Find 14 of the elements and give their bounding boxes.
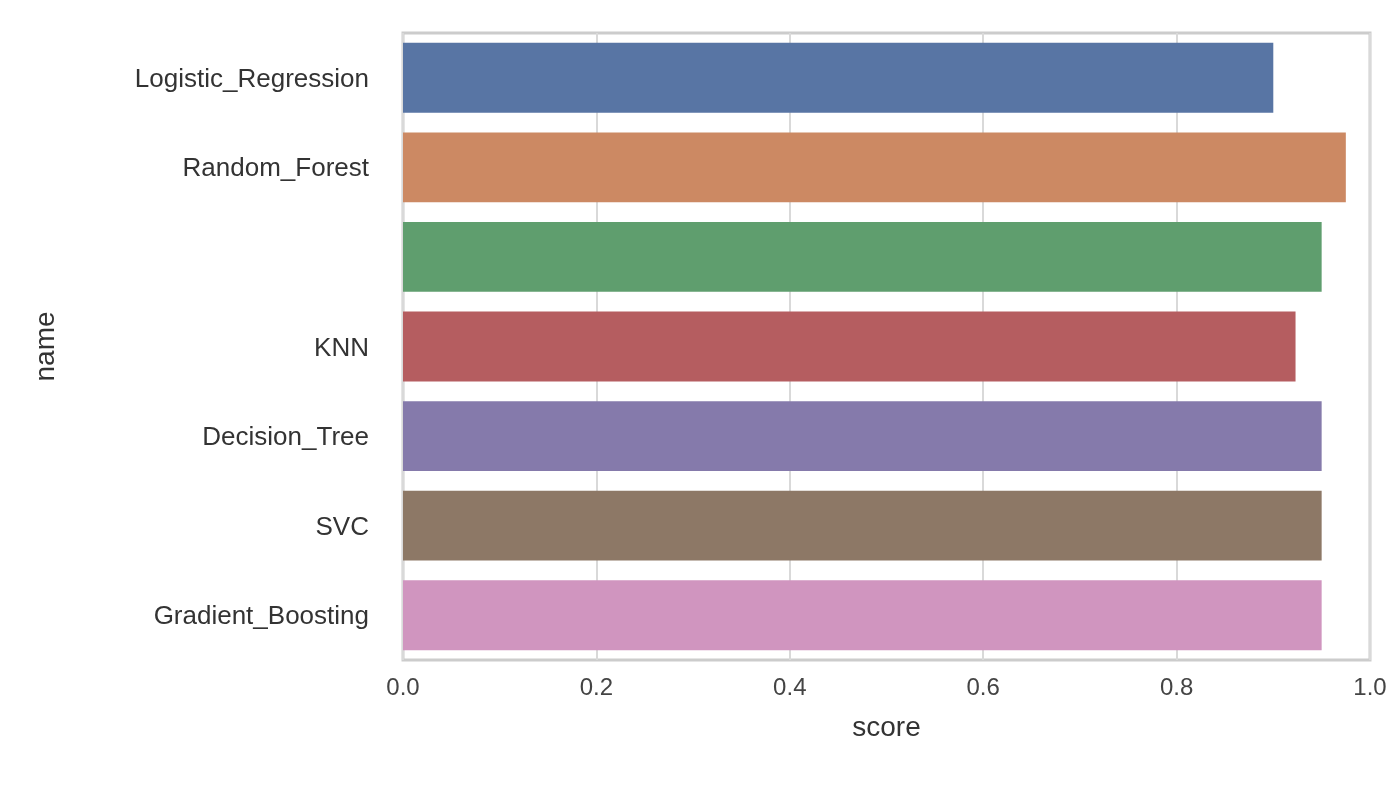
x-axis-title: score [852, 710, 921, 742]
x-tick-label: 0.4 [773, 672, 807, 700]
x-tick-label: 0.6 [966, 672, 1000, 700]
x-tick-label: 1.0 [1353, 672, 1387, 700]
y-tick-label: Random_Forest [182, 152, 370, 183]
y-tick-label: SVC [315, 510, 369, 541]
y-axis-title: name [28, 311, 60, 382]
y-tick-label: Decision_Tree [202, 421, 369, 452]
y-tick-label: Logistic_Regression [134, 62, 369, 93]
x-tick-label: 0.0 [386, 672, 420, 700]
y-tick-label: KNN [314, 331, 369, 362]
x-tick-label: 0.2 [579, 672, 614, 700]
x-tick-label: 0.8 [1159, 672, 1194, 700]
y-tick-label: Gradient_Boosting [153, 600, 369, 631]
